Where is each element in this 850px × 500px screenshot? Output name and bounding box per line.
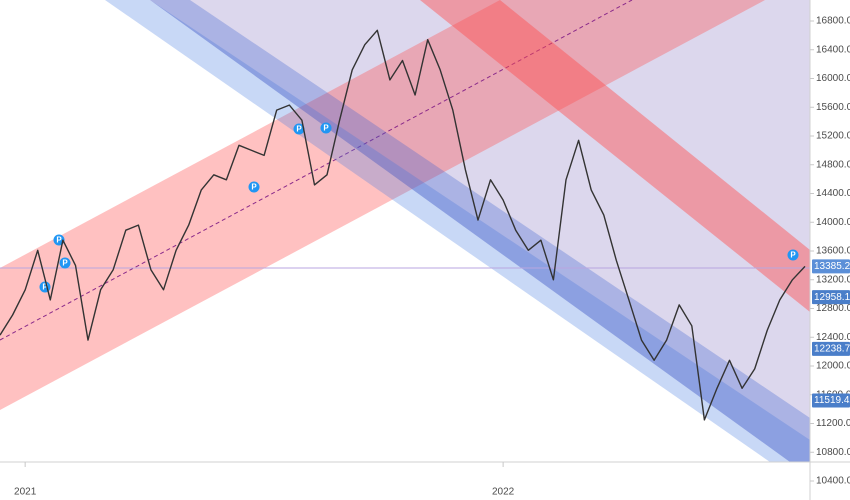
y-tick-label: 16800.00 <box>816 16 850 27</box>
pivot-label: P <box>296 125 302 134</box>
y-tick-label: 14800.00 <box>816 159 850 170</box>
pivot-label: P <box>790 251 796 260</box>
pivot-label: P <box>56 236 62 245</box>
pivot-label: P <box>62 259 68 268</box>
x-tick-label: 2022 <box>492 487 515 498</box>
pivot-marker <box>248 181 260 193</box>
price-tag <box>812 341 850 356</box>
pivot-label: P <box>323 124 329 133</box>
pivot-markers: P P P P P P P <box>39 122 799 293</box>
pivot-marker <box>320 122 332 134</box>
pivot-label: P <box>251 183 257 192</box>
pivot-marker <box>787 249 799 261</box>
y-tick-label: 11200.00 <box>816 418 850 429</box>
y-tick-label: 14000.00 <box>816 217 850 228</box>
y-tick-label: 10800.00 <box>816 447 850 458</box>
y-tick-label: 10400.00 <box>816 476 850 487</box>
y-tick-label: 12800.00 <box>816 303 850 314</box>
price-tag-label: 12238.76 <box>814 343 850 354</box>
y-tick-label: 12400.00 <box>816 332 850 343</box>
y-tick-label: 13200.00 <box>816 274 850 285</box>
price-tag <box>812 290 850 305</box>
price-tag <box>812 393 850 408</box>
descending-red-channel <box>420 0 810 312</box>
y-tick-label: 12000.00 <box>816 361 850 372</box>
y-tick-label: 15200.00 <box>816 131 850 142</box>
price-tag-label: 13385.25 <box>814 261 850 272</box>
descending-channel-outer <box>105 0 810 462</box>
y-tick-label: 15600.00 <box>816 102 850 113</box>
y-tick-label: 16400.00 <box>816 44 850 55</box>
price-tag-label: 12958.10 <box>814 292 850 303</box>
price-line <box>0 29 806 421</box>
pivot-marker <box>293 123 305 135</box>
y-tick-label: 13600.00 <box>816 246 850 257</box>
ascending-channel <box>0 0 765 410</box>
y-tick-label: 16000.00 <box>816 73 850 84</box>
y-tick-label: 14400.00 <box>816 188 850 199</box>
price-tag-label: 11519.42 <box>814 395 850 406</box>
pivot-marker <box>59 257 71 269</box>
x-tick-label: 2021 <box>14 487 37 498</box>
price-tag <box>812 259 850 274</box>
pivot-label: P <box>42 283 48 292</box>
